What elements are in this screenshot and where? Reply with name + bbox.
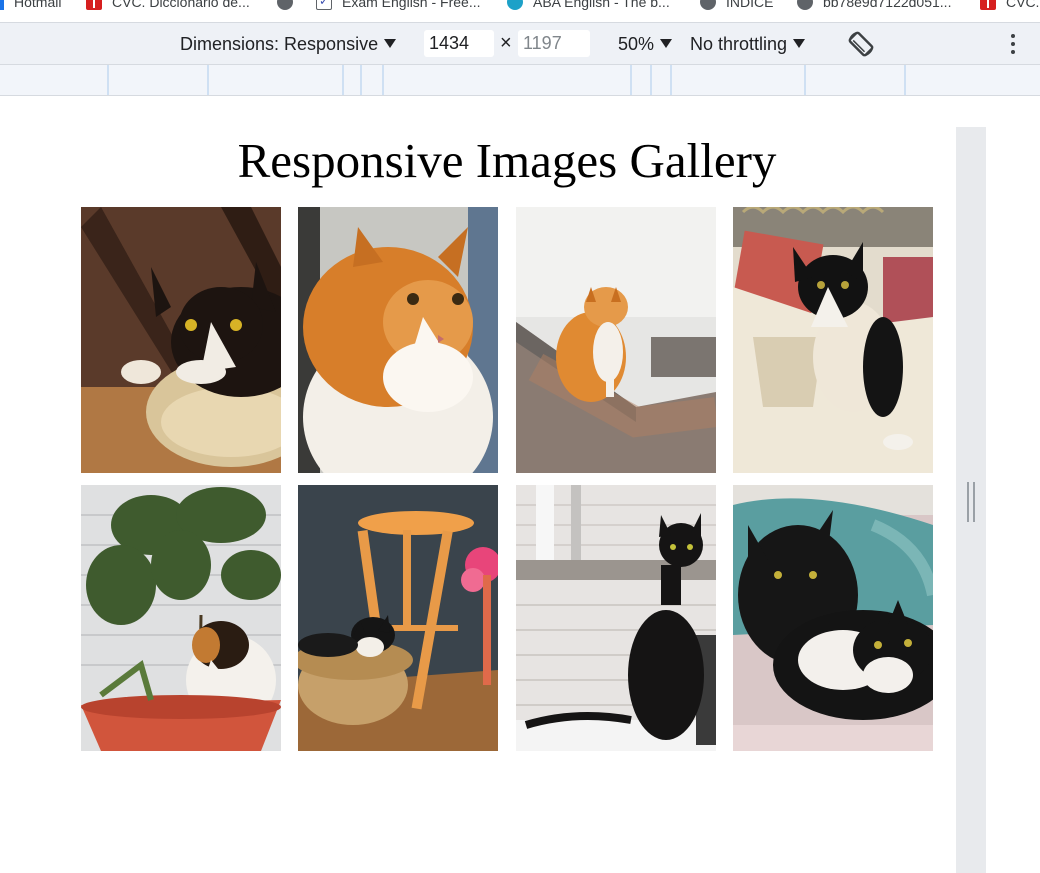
bookmark-exam-english[interactable]: ✓ Exam English - Free...: [316, 0, 481, 12]
zoom-label: 50%: [618, 34, 655, 54]
bookmark-indice[interactable]: ÍNDICE: [700, 0, 773, 12]
caret-down-icon: [660, 39, 673, 48]
page-title: Responsive Images Gallery: [237, 133, 777, 188]
media-query-marker[interactable]: [382, 65, 384, 95]
bookmark-cvc[interactable]: CVC. Diccionario de...: [86, 0, 250, 12]
viewport-resize-gutter: [956, 127, 986, 873]
bookmark-label: bb78e9d7122d051...: [823, 0, 952, 10]
bookmark-label: CVC.: [1006, 0, 1040, 10]
dimensions-label: Dimensions: Responsive: [180, 34, 379, 54]
height-input[interactable]: 1197: [518, 30, 590, 57]
media-query-marker[interactable]: [207, 65, 209, 95]
media-query-marker[interactable]: [904, 65, 906, 95]
media-query-bar: [0, 65, 1040, 96]
dimensions-dropdown[interactable]: Dimensions: Responsive: [180, 23, 397, 66]
media-query-marker[interactable]: [107, 65, 109, 95]
bookmarks-bar: Hotmail CVC. Diccionario de... ✓ Exam En…: [0, 0, 1040, 22]
gallery-image-6[interactable]: [298, 485, 498, 751]
more-vert-icon[interactable]: [1008, 34, 1018, 56]
globe-icon: [797, 0, 813, 10]
rotate-icon[interactable]: [846, 29, 876, 59]
bookmark-globe[interactable]: [277, 0, 303, 12]
resize-handle[interactable]: [966, 482, 976, 522]
bookmark-label: ÍNDICE: [726, 0, 774, 10]
emulated-viewport: Responsive Images Gallery: [0, 96, 956, 873]
media-query-marker[interactable]: [650, 65, 652, 95]
bookmark-cvc-2[interactable]: CVC.: [980, 0, 1039, 12]
globe-icon: [277, 0, 293, 10]
caret-down-icon: [384, 39, 397, 48]
gallery-image-3[interactable]: [516, 207, 716, 473]
media-query-marker[interactable]: [630, 65, 632, 95]
bookmark-bb78[interactable]: bb78e9d7122d051...: [797, 0, 951, 12]
media-query-marker[interactable]: [342, 65, 344, 95]
bookmark-label: ABA English - The b...: [533, 0, 670, 10]
gallery-image-2[interactable]: [298, 207, 498, 473]
gallery-image-4[interactable]: [733, 207, 933, 473]
bookmark-hotmail[interactable]: Hotmail: [0, 0, 61, 12]
gallery-image-7[interactable]: [516, 485, 716, 751]
bookmark-aba-english[interactable]: ABA English - The b...: [507, 0, 670, 12]
globe-icon: [700, 0, 716, 10]
aba-english-icon: [507, 0, 523, 10]
device-toolbar: Dimensions: Responsive 1434 × 1197 50% N…: [0, 22, 1040, 65]
cvc-icon: [86, 0, 102, 10]
bookmark-label: CVC. Diccionario de...: [112, 0, 250, 10]
bookmark-label: Hotmail: [14, 0, 62, 10]
gallery-image-5[interactable]: [81, 485, 281, 751]
dimension-separator: ×: [500, 32, 512, 54]
throttling-dropdown[interactable]: No throttling: [690, 23, 806, 66]
exam-english-icon: ✓: [316, 0, 332, 10]
cvc-icon: [980, 0, 996, 10]
gallery-image-8[interactable]: [733, 485, 933, 751]
caret-down-icon: [793, 39, 806, 48]
media-query-marker[interactable]: [360, 65, 362, 95]
media-query-marker[interactable]: [804, 65, 806, 95]
width-input[interactable]: 1434: [424, 30, 494, 57]
bookmark-label: Exam English - Free...: [342, 0, 481, 10]
zoom-dropdown[interactable]: 50%: [618, 23, 673, 66]
media-query-marker[interactable]: [670, 65, 672, 95]
throttling-label: No throttling: [690, 34, 788, 54]
hotmail-icon: [0, 0, 4, 10]
gallery-image-1[interactable]: [81, 207, 281, 473]
